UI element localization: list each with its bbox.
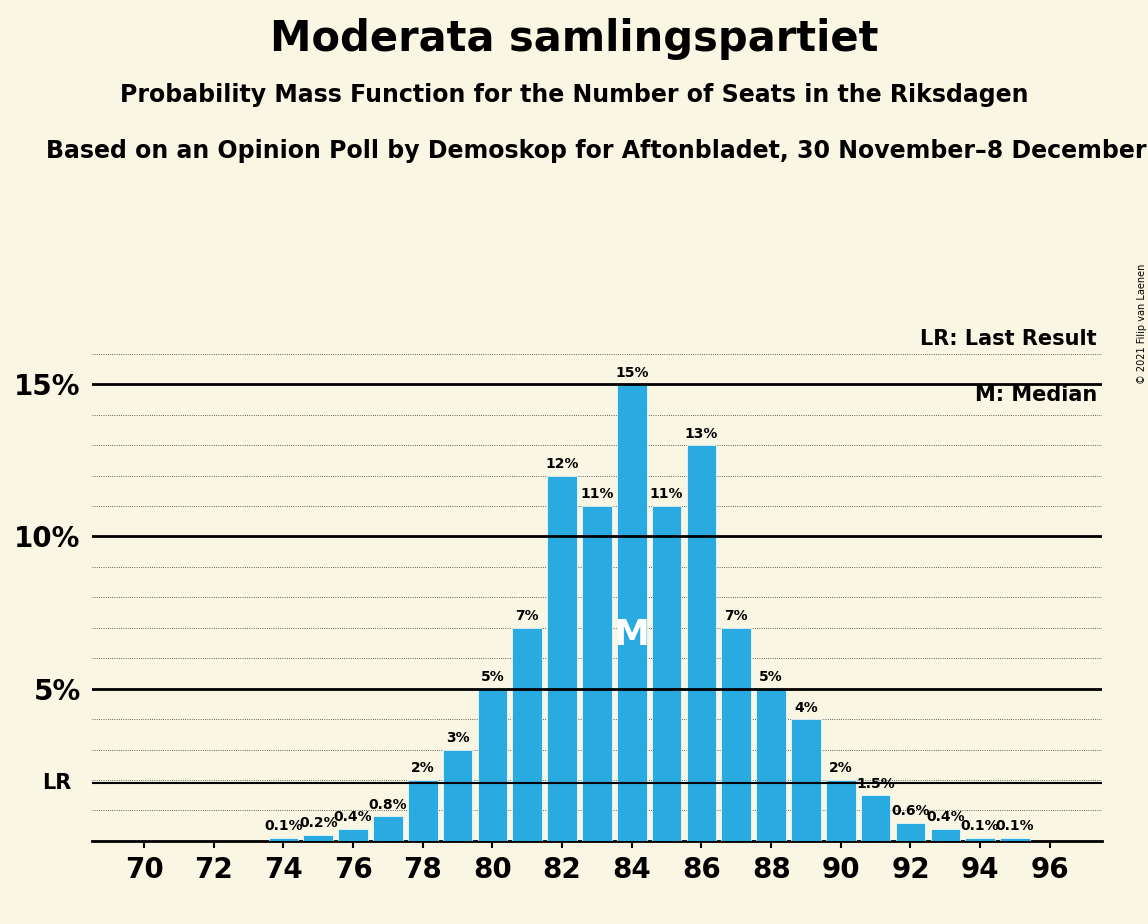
Bar <box>791 719 821 841</box>
Bar <box>269 838 298 841</box>
Text: 12%: 12% <box>545 457 579 471</box>
Bar <box>721 627 751 841</box>
Bar <box>373 817 403 841</box>
Text: 0.1%: 0.1% <box>995 820 1034 833</box>
Text: 5%: 5% <box>759 670 783 684</box>
Bar <box>408 780 437 841</box>
Text: Probability Mass Function for the Number of Seats in the Riksdagen: Probability Mass Function for the Number… <box>119 83 1029 107</box>
Text: M: Median: M: Median <box>975 385 1097 406</box>
Text: 7%: 7% <box>515 609 540 623</box>
Text: 0.8%: 0.8% <box>369 798 408 812</box>
Text: Moderata samlingspartiet: Moderata samlingspartiet <box>270 18 878 60</box>
Text: 0.6%: 0.6% <box>891 804 930 818</box>
Bar <box>548 476 577 841</box>
Bar <box>478 688 507 841</box>
Text: © 2021 Filip van Laenen: © 2021 Filip van Laenen <box>1138 263 1147 383</box>
Text: LR: LR <box>42 773 71 793</box>
Text: 0.1%: 0.1% <box>961 820 1000 833</box>
Bar <box>687 445 716 841</box>
Text: 4%: 4% <box>794 700 817 714</box>
Bar <box>895 822 925 841</box>
Text: 11%: 11% <box>650 488 683 502</box>
Text: 2%: 2% <box>411 761 435 775</box>
Bar <box>931 829 960 841</box>
Text: 1.5%: 1.5% <box>856 776 895 791</box>
Bar <box>512 627 542 841</box>
Text: 11%: 11% <box>580 488 614 502</box>
Bar <box>1000 838 1030 841</box>
Text: 0.4%: 0.4% <box>926 810 964 824</box>
Text: 0.2%: 0.2% <box>298 816 338 830</box>
Text: 3%: 3% <box>445 731 470 745</box>
Text: Based on an Opinion Poll by Demoskop for Aftonbladet, 30 November–8 December 202: Based on an Opinion Poll by Demoskop for… <box>46 139 1148 163</box>
Text: 2%: 2% <box>829 761 853 775</box>
Bar <box>443 749 473 841</box>
Text: M: M <box>614 618 650 652</box>
Bar <box>827 780 855 841</box>
Bar <box>861 796 891 841</box>
Text: 0.1%: 0.1% <box>264 820 303 833</box>
Text: 0.4%: 0.4% <box>334 810 372 824</box>
Text: 15%: 15% <box>615 366 649 380</box>
Bar <box>582 506 612 841</box>
Bar <box>965 838 995 841</box>
Bar <box>616 384 646 841</box>
Bar <box>303 834 333 841</box>
Bar <box>339 829 367 841</box>
Text: 13%: 13% <box>684 427 719 441</box>
Text: LR: Last Result: LR: Last Result <box>921 329 1097 348</box>
Bar <box>652 506 682 841</box>
Bar <box>757 688 786 841</box>
Text: 7%: 7% <box>724 609 748 623</box>
Text: 5%: 5% <box>481 670 504 684</box>
